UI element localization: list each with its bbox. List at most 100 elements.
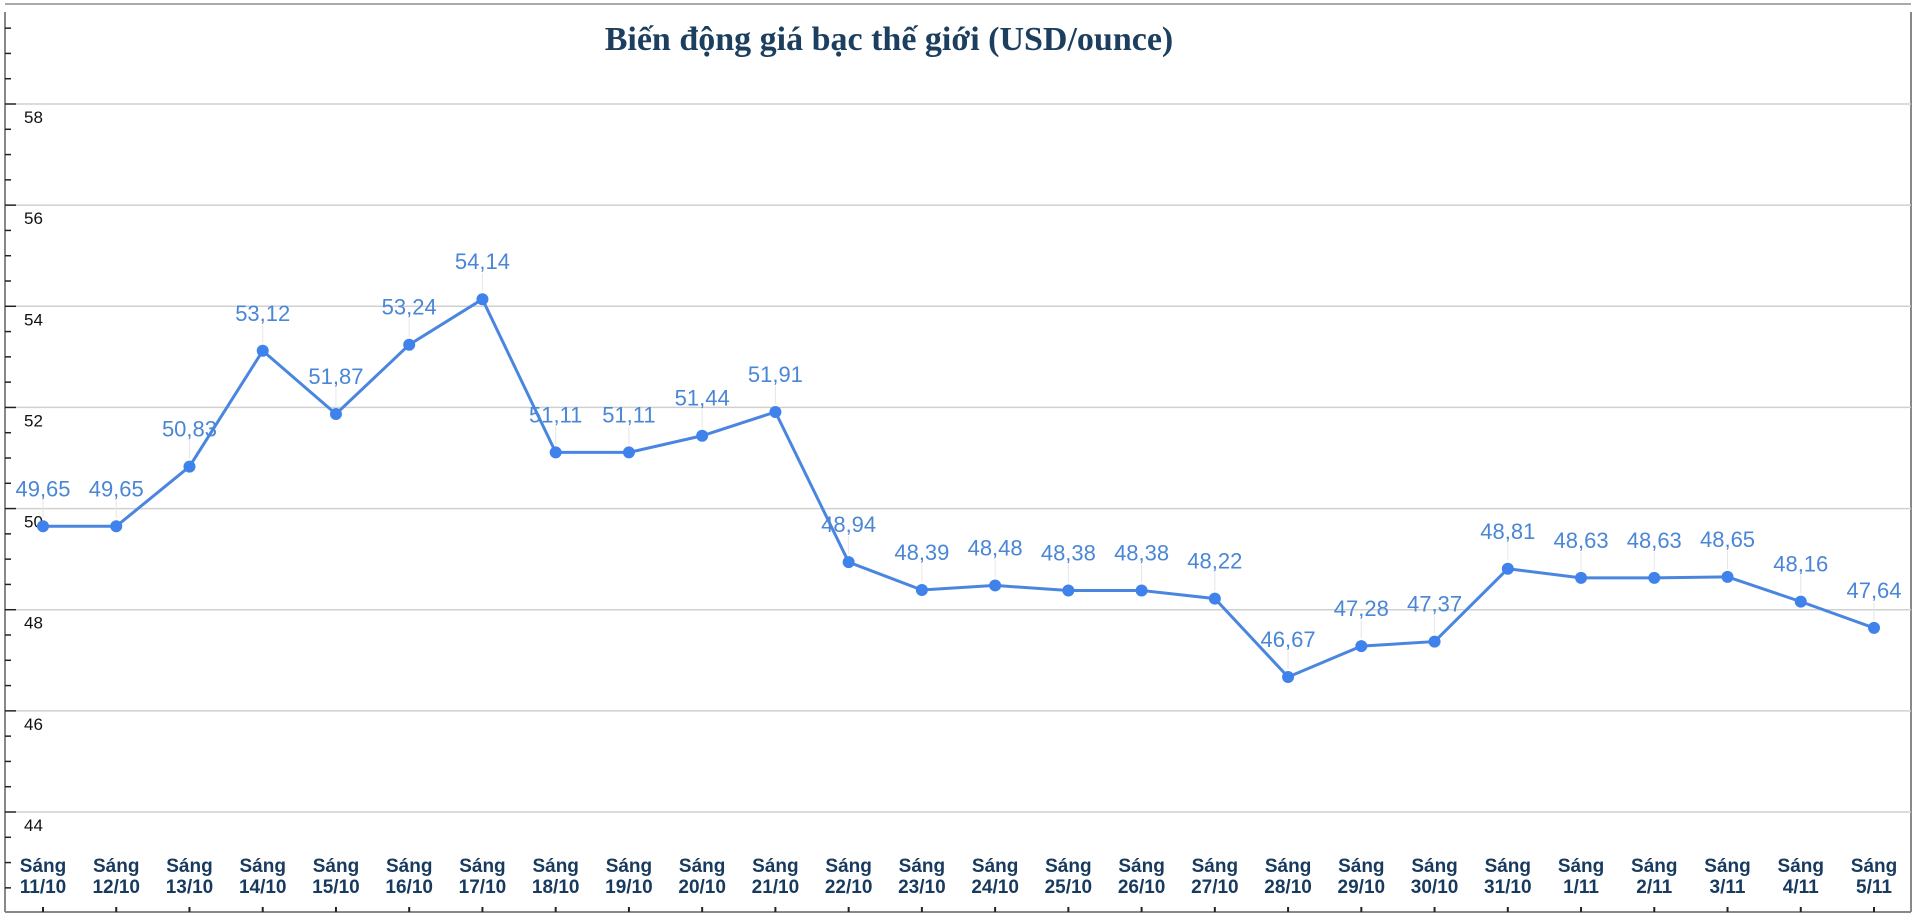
data-point [1721,570,1734,583]
y-tick-label: 54 [24,310,43,329]
x-tick-label: Sáng [166,856,212,877]
x-tick-label: 15/10 [312,877,360,898]
data-label: 47,64 [1846,578,1901,603]
data-point [1208,592,1221,605]
data-label: 46,67 [1261,627,1316,652]
data-label: 49,65 [89,476,144,501]
data-point [1135,584,1148,597]
x-tick-label: Sáng [239,856,285,877]
data-point [1794,595,1807,608]
x-tick-label: 25/10 [1045,877,1093,898]
x-tick-label: Sáng [1045,856,1091,877]
data-label: 51,91 [748,362,803,387]
x-tick-label: 13/10 [166,877,214,898]
y-tick-label: 52 [24,411,43,430]
data-point [622,446,635,459]
x-tick-label: Sáng [1558,856,1604,877]
x-tick-label: Sáng [825,856,871,877]
x-tick-label: Sáng [972,856,1018,877]
x-tick-label: 28/10 [1264,877,1312,898]
x-tick-label: Sáng [1118,856,1164,877]
x-tick-label: Sáng [532,856,578,877]
data-point [842,556,855,569]
x-tick-label: 23/10 [898,877,946,898]
x-tick-label: 17/10 [459,877,507,898]
data-label: 51,44 [675,386,730,411]
data-point [37,520,49,533]
x-tick-label: 11/10 [20,877,67,898]
x-tick-label: 2/11 [1636,877,1672,898]
x-tick-label: 18/10 [532,877,580,898]
x-tick-label: 3/11 [1710,877,1746,898]
x-tick-label: 19/10 [605,877,653,898]
data-point [256,344,269,357]
y-tick-label: 46 [24,715,43,734]
data-label: 53,12 [235,301,290,326]
x-tick-label: Sáng [606,856,652,877]
x-tick-label: 16/10 [385,877,433,898]
data-point [1575,571,1588,584]
x-tick-label: Sáng [1485,856,1531,877]
data-label: 51,11 [602,402,655,427]
data-point [403,338,416,351]
x-tick-label: Sáng [1411,856,1457,877]
data-label: 48,63 [1627,528,1682,553]
x-tick-label: 29/10 [1338,877,1386,898]
data-point [1648,571,1661,584]
data-point [696,429,709,442]
data-label: 50,83 [162,417,217,442]
x-tick-label: Sáng [313,856,359,877]
x-tick-label: 4/11 [1783,877,1819,898]
x-tick-label: 1/11 [1563,877,1599,898]
x-tick-label: 27/10 [1191,877,1239,898]
x-tick-label: 22/10 [825,877,873,898]
x-tick-label: 31/10 [1484,877,1532,898]
data-point [1428,635,1441,648]
x-tick-label: Sáng [1265,856,1311,877]
x-tick-label: Sáng [679,856,725,877]
data-label: 48,16 [1773,552,1828,577]
data-label: 54,14 [455,249,510,274]
data-label: 48,63 [1554,528,1609,553]
data-point [915,583,928,596]
x-tick-label: 20/10 [678,877,726,898]
data-point [1501,562,1514,575]
x-tick-label: Sáng [20,856,66,877]
x-tick-label: 5/11 [1856,877,1892,898]
data-label: 48,81 [1480,519,1535,544]
data-point [769,405,782,418]
x-tick-label: Sáng [899,856,945,877]
data-point [183,460,196,473]
x-tick-label: 26/10 [1118,877,1166,898]
data-label: 53,24 [382,295,437,320]
data-point [329,408,342,421]
data-label: 47,28 [1334,596,1389,621]
data-point [476,293,489,306]
series-line [43,297,1875,679]
x-tick-label: Sáng [386,856,432,877]
data-label: 48,94 [821,512,876,537]
x-tick-label: Sáng [1631,856,1677,877]
chart-title: Biến động giá bạc thế giới (USD/ounce) [605,21,1174,58]
x-tick-label: Sáng [1704,856,1750,877]
x-tick-label: 21/10 [752,877,800,898]
data-label: 48,38 [1114,540,1169,565]
x-tick-label: Sáng [459,856,505,877]
data-label: 51,11 [529,402,582,427]
x-tick-label: Sáng [1338,856,1384,877]
data-label: 48,38 [1041,540,1096,565]
data-label: 48,39 [894,540,949,565]
data-point [1062,584,1075,597]
x-tick-label: Sáng [93,856,139,877]
data-label: 48,65 [1700,527,1755,552]
data-point [1355,640,1368,653]
y-tick-label: 56 [24,209,43,228]
data-point [1282,670,1295,683]
data-point [549,446,562,459]
y-tick-label: 48 [24,614,43,633]
x-tick-label: 12/10 [92,877,140,898]
x-tick-label: 24/10 [971,877,1019,898]
data-label: 49,65 [15,476,70,501]
x-tick-label: 30/10 [1411,877,1459,898]
